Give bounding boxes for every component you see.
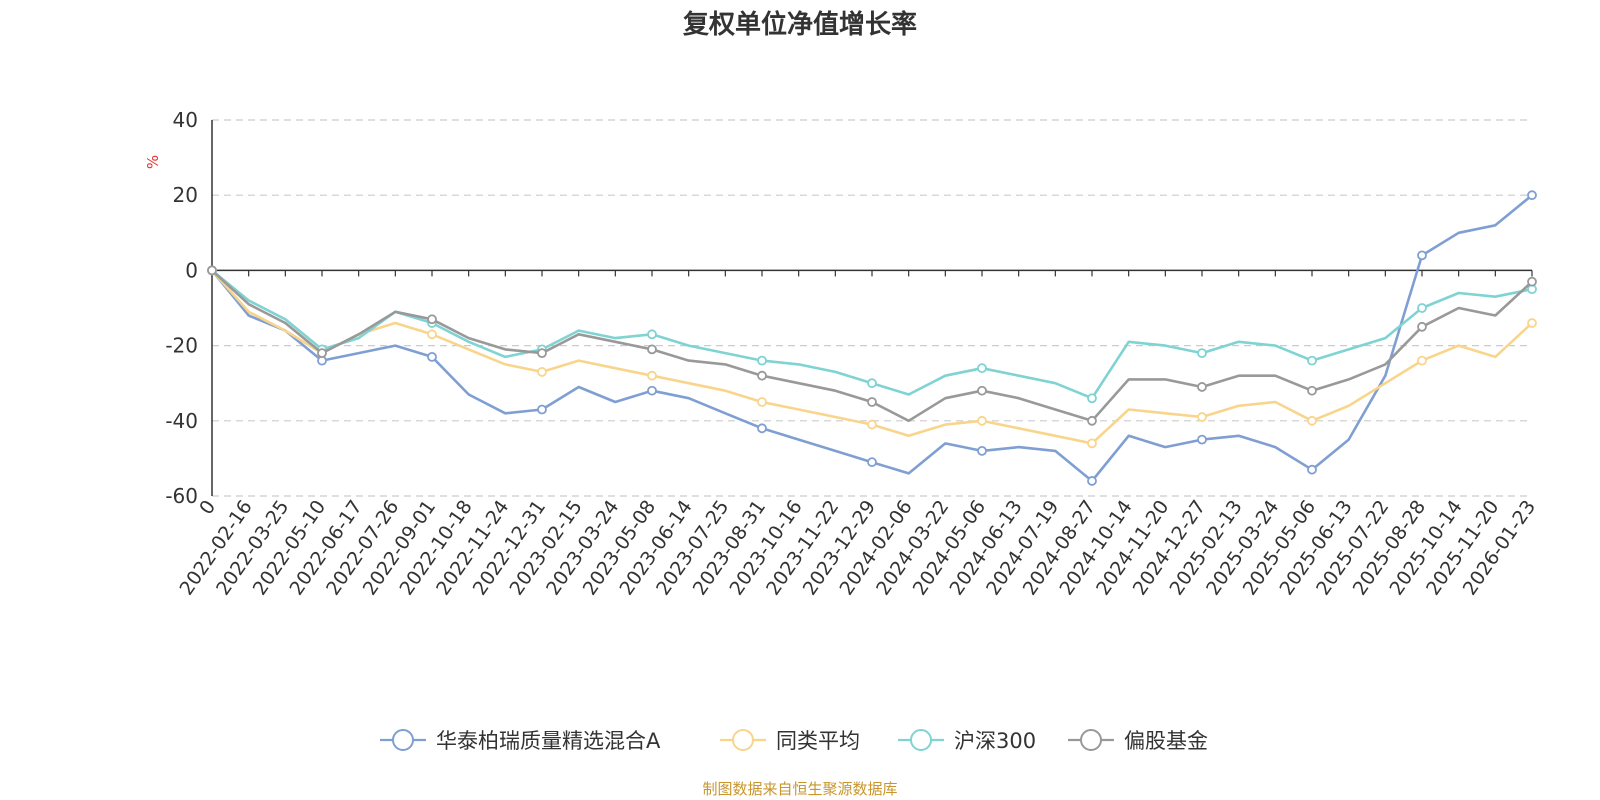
legend-marker xyxy=(1080,729,1102,751)
legend-marker xyxy=(732,729,754,751)
y-axis-label: % xyxy=(144,155,162,169)
series-point xyxy=(1307,355,1317,366)
series-point xyxy=(1197,382,1207,392)
series-point xyxy=(867,378,877,389)
series-point xyxy=(1307,464,1317,475)
series-point xyxy=(317,348,327,359)
legend-marker xyxy=(392,729,414,751)
legend-item: 偏股基金 xyxy=(1068,729,1208,753)
legend-label: 华泰柏瑞质量精选混合A xyxy=(436,729,661,753)
series-point xyxy=(537,404,547,415)
series-point xyxy=(1417,355,1427,366)
series-point xyxy=(1087,438,1097,449)
series-point xyxy=(1417,303,1427,313)
legend-label: 同类平均 xyxy=(776,729,860,753)
series-point xyxy=(1417,321,1427,332)
series-point xyxy=(1307,415,1317,426)
series-point xyxy=(1197,348,1207,359)
series-point xyxy=(977,363,987,374)
series-point xyxy=(1417,250,1427,261)
y-tick-label: 20 xyxy=(173,183,198,207)
source-note: 制图数据来自恒生聚源数据库 xyxy=(702,780,898,798)
legend-marker xyxy=(910,729,932,751)
series-point xyxy=(1527,276,1537,287)
series-point xyxy=(1527,190,1537,201)
series-point xyxy=(1197,412,1207,422)
legend-label: 偏股基金 xyxy=(1124,729,1208,753)
legend: 华泰柏瑞质量精选混合A 同类平均 沪深300 偏股基金 xyxy=(380,729,1208,753)
y-tick-label: -40 xyxy=(165,409,198,433)
series-line-0 xyxy=(210,194,1533,483)
series-point xyxy=(1527,318,1537,328)
series-point xyxy=(647,329,657,340)
series-point xyxy=(647,370,657,381)
legend-item: 沪深300 xyxy=(898,729,1036,753)
axes: 40200-20-40-60%02022-02-162022-03-252022… xyxy=(144,108,1540,599)
series-point xyxy=(757,423,767,434)
series-point xyxy=(757,355,767,366)
series-point xyxy=(537,367,547,377)
legend-item: 华泰柏瑞质量精选混合A xyxy=(380,729,661,753)
series-point xyxy=(647,385,657,396)
chart-title: 复权单位净值增长率 xyxy=(682,10,917,40)
series-lines xyxy=(207,190,1537,486)
series-point xyxy=(977,445,987,456)
y-tick-label: -60 xyxy=(165,484,198,508)
x-tick-label: 0 xyxy=(195,496,220,519)
series-point xyxy=(977,385,987,396)
series-point xyxy=(1087,393,1097,404)
series-line-1 xyxy=(211,269,1533,445)
gridlines xyxy=(212,119,1532,497)
series-point xyxy=(1197,434,1207,445)
series-point xyxy=(427,314,437,325)
legend-label: 沪深300 xyxy=(954,729,1036,753)
series-point xyxy=(1307,385,1317,396)
series-point xyxy=(427,351,437,362)
series-point xyxy=(757,397,767,407)
series-point xyxy=(757,370,767,381)
series-point xyxy=(207,265,217,276)
series-point xyxy=(1087,415,1097,426)
series-point xyxy=(867,419,877,430)
series-point xyxy=(1087,476,1097,486)
y-tick-label: 40 xyxy=(173,108,198,132)
legend-item: 同类平均 xyxy=(720,729,860,753)
series-point xyxy=(977,415,987,426)
y-tick-label: 0 xyxy=(185,258,198,282)
series-point xyxy=(867,397,877,407)
series-point xyxy=(537,348,547,359)
series-point xyxy=(647,344,657,355)
series-point xyxy=(867,457,877,468)
series-point xyxy=(427,329,437,340)
y-tick-label: -20 xyxy=(165,334,198,358)
